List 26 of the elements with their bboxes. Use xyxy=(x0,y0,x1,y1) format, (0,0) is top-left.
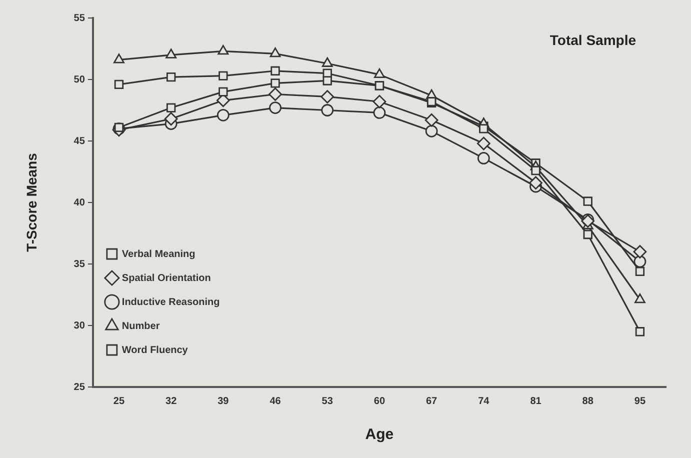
y-tick-label: 45 xyxy=(74,136,86,147)
x-tick-label: 39 xyxy=(218,396,230,407)
x-tick-label: 25 xyxy=(113,396,125,407)
x-tick-label: 88 xyxy=(582,396,594,407)
y-tick-label: 35 xyxy=(74,258,86,270)
x-tick-label: 46 xyxy=(270,396,282,407)
x-tick-label: 81 xyxy=(530,396,542,407)
x-tick-label: 53 xyxy=(322,396,334,407)
y-tick-label: 50 xyxy=(74,74,86,86)
x-tick-label: 32 xyxy=(166,396,178,407)
legend-label: Word Fluency xyxy=(122,344,188,356)
y-axis-title: T-Score Means xyxy=(23,152,40,252)
x-tick-label: 67 xyxy=(426,396,438,407)
legend-label: Verbal Meaning xyxy=(122,248,196,260)
y-tick-label: 30 xyxy=(74,320,86,332)
legend-label: Number xyxy=(122,320,160,332)
x-tick-label: 74 xyxy=(478,396,490,407)
y-tick-label: 55 xyxy=(74,12,86,24)
legend-label: Spatial Orientation xyxy=(122,272,211,284)
y-tick-label: 40 xyxy=(74,197,86,208)
x-tick-label: 60 xyxy=(374,396,386,407)
x-axis-title: Age xyxy=(365,426,394,444)
legend-label: Inductive Reasoning xyxy=(122,296,220,308)
y-tick-label: 25 xyxy=(74,382,86,393)
annotation: Total Sample xyxy=(550,32,636,48)
x-tick-label: 95 xyxy=(634,396,646,407)
